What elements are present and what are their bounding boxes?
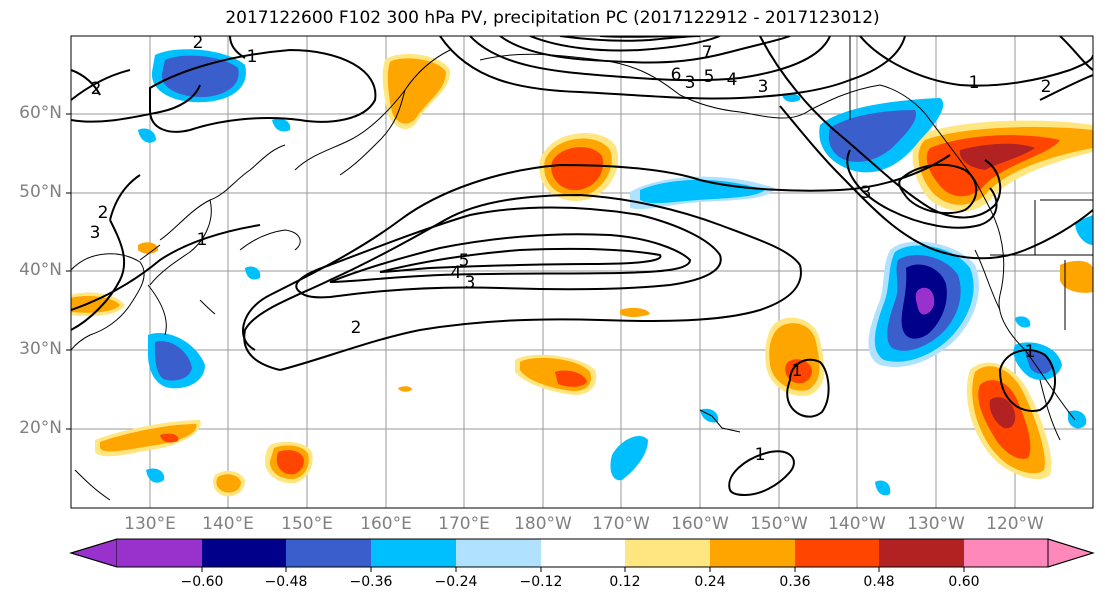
axis-ticks [66, 113, 71, 430]
lon-label: 180°W [514, 514, 572, 534]
lon-label: 160°W [671, 514, 729, 534]
lat-label: 40°N [19, 260, 62, 280]
colorbar-segment [286, 539, 371, 567]
contour-label: 1 [969, 73, 980, 93]
colorbar-tick-label: 0.36 [779, 574, 811, 590]
contour-label: 1 [792, 361, 803, 381]
colorbar-tick-label: 0.12 [609, 574, 641, 590]
contour-label: 2 [351, 318, 362, 338]
contour-label: 1 [1025, 342, 1036, 362]
contour-label: 3 [465, 273, 476, 293]
lat-label: 30°N [19, 339, 62, 359]
lon-label: 150°W [750, 514, 808, 534]
contour-label: 4 [727, 70, 738, 90]
lat-label: 50°N [19, 182, 62, 202]
lon-label: 150°E [281, 514, 333, 534]
colorbar-segment [964, 539, 1048, 567]
lat-label: 20°N [19, 418, 62, 438]
colorbar [69, 538, 1095, 572]
colorbar-segment [1047, 538, 1095, 568]
lat-label: 60°N [19, 103, 62, 123]
precip-positive-shading [71, 54, 1093, 497]
colorbar-segment [795, 539, 879, 567]
lon-label: 140°E [202, 514, 254, 534]
contour-labels: 1 2 2 2 3 3 3 3 4 4 5 5 6 7 1 1 2 1 1 1 … [90, 33, 1052, 465]
lon-label: 170°W [592, 514, 650, 534]
contour-label: 2 [1041, 77, 1052, 97]
contour-label: 1 [755, 445, 766, 465]
pv-contours [71, 36, 1093, 497]
contour-label: 3 [861, 183, 872, 203]
colorbar-segment [710, 539, 795, 567]
colorbar-segment [456, 539, 541, 567]
colorbar-tick-label: 0.48 [863, 574, 895, 590]
contour-label: 2 [91, 79, 102, 99]
contour-label: 3 [685, 73, 696, 93]
contour-label: 6 [671, 65, 682, 85]
colorbar-segment [541, 539, 625, 567]
colorbar-tick-label: −0.24 [434, 574, 478, 590]
colorbar-segment [371, 539, 456, 567]
colorbar-segment [117, 539, 202, 567]
colorbar-tick-label: −0.12 [519, 574, 563, 590]
map-frame [70, 35, 1094, 509]
contour-label: 2 [193, 33, 204, 53]
colorbar-tick-label: −0.36 [349, 574, 393, 590]
lon-label: 140°W [828, 514, 886, 534]
lon-label: 130°E [124, 514, 176, 534]
contour-label: 1 [197, 230, 208, 250]
lon-label: 120°W [986, 514, 1044, 534]
contour-label: 3 [758, 77, 769, 97]
contour-label: 2 [98, 203, 109, 223]
colorbar-tick-label: 0.24 [694, 574, 726, 590]
contour-label: 4 [451, 263, 462, 283]
colorbar-segment [69, 538, 118, 568]
lon-label: 170°E [438, 514, 490, 534]
map-title: 2017122600 F102 300 hPa PV, precipitatio… [225, 8, 880, 28]
contour-label: 7 [702, 43, 713, 63]
colorbar-segment [879, 539, 964, 567]
colorbar-segment [202, 539, 286, 567]
lon-label: 160°E [360, 514, 412, 534]
contour-label: 5 [459, 251, 470, 271]
colorbar-outline [69, 538, 1095, 568]
colorbar-tick-label: 0.60 [948, 574, 980, 590]
contour-label: 1 [247, 47, 258, 67]
contour-label: 3 [90, 223, 101, 243]
colorbar-segment [625, 539, 710, 567]
colorbar-tick-label: −0.48 [264, 574, 308, 590]
colorbar-tick-label: −0.60 [180, 574, 224, 590]
coastlines [71, 36, 1093, 501]
lon-label: 130°W [907, 514, 965, 534]
contour-label: 5 [704, 67, 715, 87]
